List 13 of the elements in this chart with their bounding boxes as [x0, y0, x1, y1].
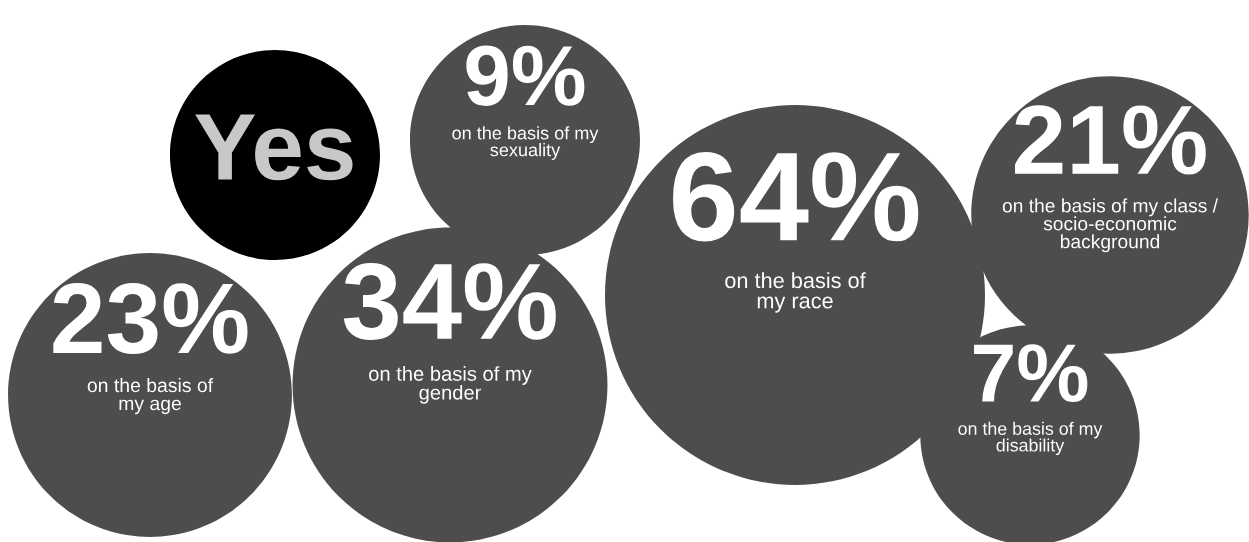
category-label: on the basis of my age	[87, 377, 214, 415]
data-label: 7%	[974, 344, 1088, 403]
data-label: 34%	[343, 263, 556, 341]
category-label: on the basis of my disability	[958, 421, 1103, 456]
text: Yes	[195, 114, 353, 181]
category-label: on the basis of my gender	[369, 366, 532, 404]
category-label: on the basis of my class / socio-economic background	[1002, 198, 1219, 253]
data-label: 21%	[1015, 105, 1206, 175]
data-label: 23%	[53, 283, 248, 355]
category-label: on the basis of my sexuality	[452, 126, 599, 160]
data-label: 64%	[673, 151, 919, 242]
category-label: on the basis of my race	[725, 272, 866, 313]
data-label: 9%	[466, 45, 585, 106]
